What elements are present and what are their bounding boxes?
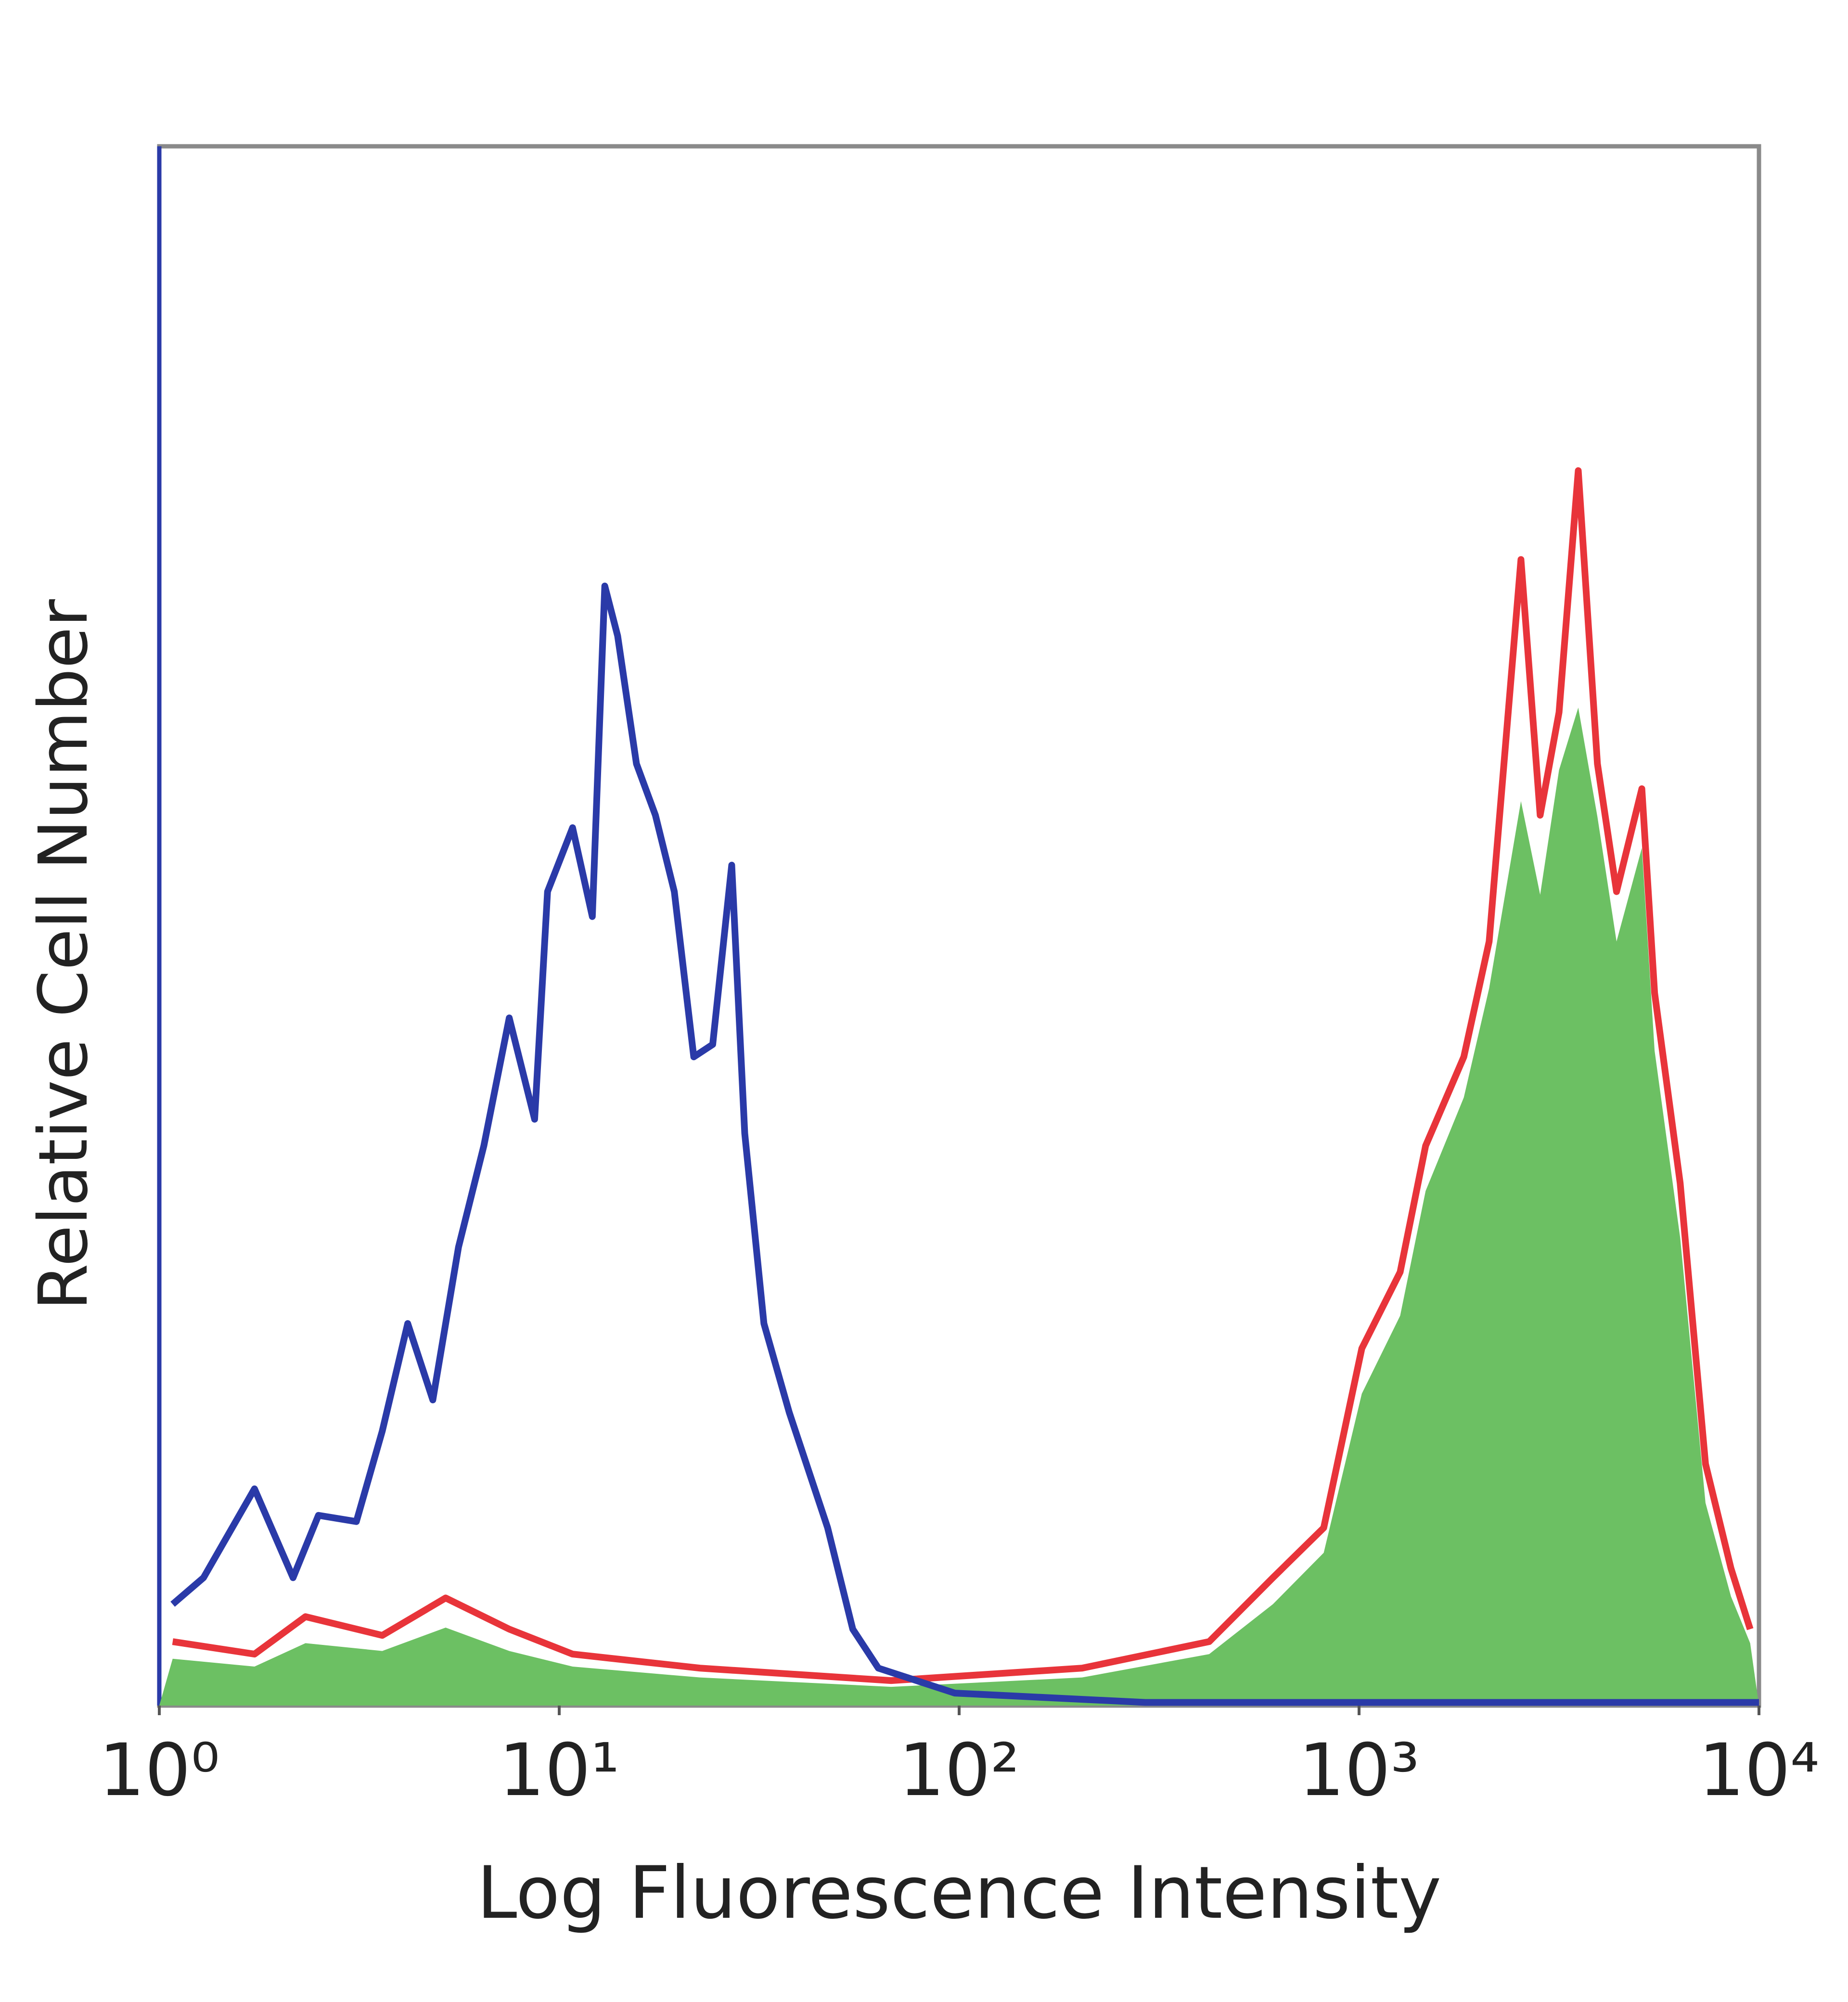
histogram-area [159, 707, 1759, 1706]
x-tick-label: 10⁰ [99, 1729, 219, 1812]
x-axis-label: Log Fluorescence Intensity [477, 1851, 1441, 1935]
y-axis-label: Relative Cell Number [25, 599, 103, 1310]
histogram-line [170, 582, 1759, 1706]
histogram-line [172, 467, 1754, 1684]
x-tick-label: 10³ [1298, 1729, 1419, 1812]
x-tick-label: 10⁴ [1698, 1729, 1819, 1812]
x-tick-label: 10¹ [499, 1729, 619, 1812]
x-tick-label: 10² [898, 1729, 1019, 1812]
